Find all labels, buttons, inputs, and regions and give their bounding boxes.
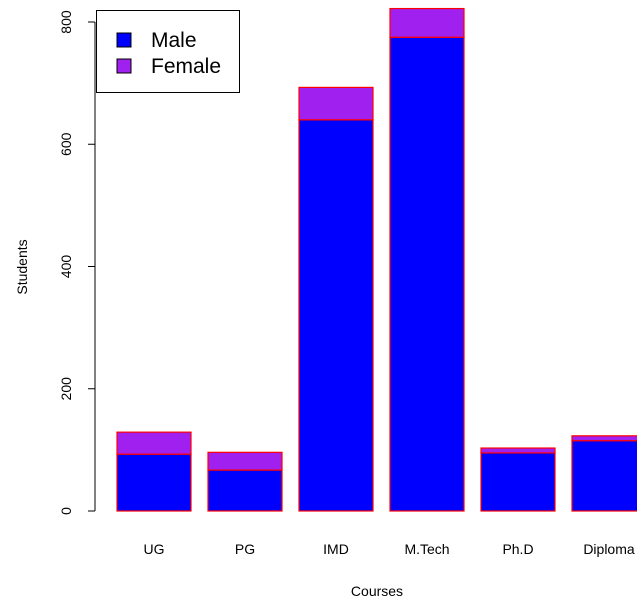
- legend-swatch-male: [116, 32, 132, 48]
- bar-pg-male: [207, 469, 283, 512]
- legend-label-female: Female: [151, 55, 221, 78]
- legend-swatch-female: [116, 58, 132, 74]
- bar-pg-female: [207, 451, 283, 471]
- y-tick-label-400: 400: [58, 255, 74, 279]
- y-axis: 0 200 400 600 800: [58, 10, 96, 515]
- bar-imd-female: [298, 86, 374, 121]
- bar-diploma-female: [571, 435, 637, 442]
- bar-imd-male: [298, 119, 374, 512]
- y-tick-label-600: 600: [58, 132, 74, 156]
- y-axis-title: Students: [14, 239, 30, 294]
- x-tick-label-ug: UG: [144, 541, 165, 557]
- x-tick-label-m-tech: M.Tech: [404, 541, 449, 557]
- x-axis-tick-labels: UG PG IMD M.Tech Ph.D Diploma: [144, 541, 635, 557]
- x-tick-label-ph-d: Ph.D: [502, 541, 533, 557]
- x-tick-label-pg: PG: [235, 541, 255, 557]
- bar-ug-female: [116, 431, 192, 455]
- y-tick-label-0: 0: [58, 507, 74, 515]
- legend: Male Female: [96, 10, 240, 93]
- x-tick-label-diploma: Diploma: [583, 541, 635, 557]
- legend-box: [96, 10, 240, 93]
- x-axis-title: Courses: [351, 583, 403, 599]
- y-tick-label-800: 800: [58, 10, 74, 34]
- bar-ph-d-female: [480, 447, 556, 454]
- bar-ph-d-male: [480, 452, 556, 512]
- y-tick-label-200: 200: [58, 377, 74, 401]
- x-tick-label-imd: IMD: [323, 541, 349, 557]
- legend-label-male: Male: [151, 29, 197, 52]
- bar-ug-male: [116, 453, 192, 512]
- bar-m-tech-female: [389, 7, 465, 38]
- bars-layer: [116, 7, 637, 512]
- bar-m-tech-male: [389, 36, 465, 512]
- bar-diploma-male: [571, 440, 637, 512]
